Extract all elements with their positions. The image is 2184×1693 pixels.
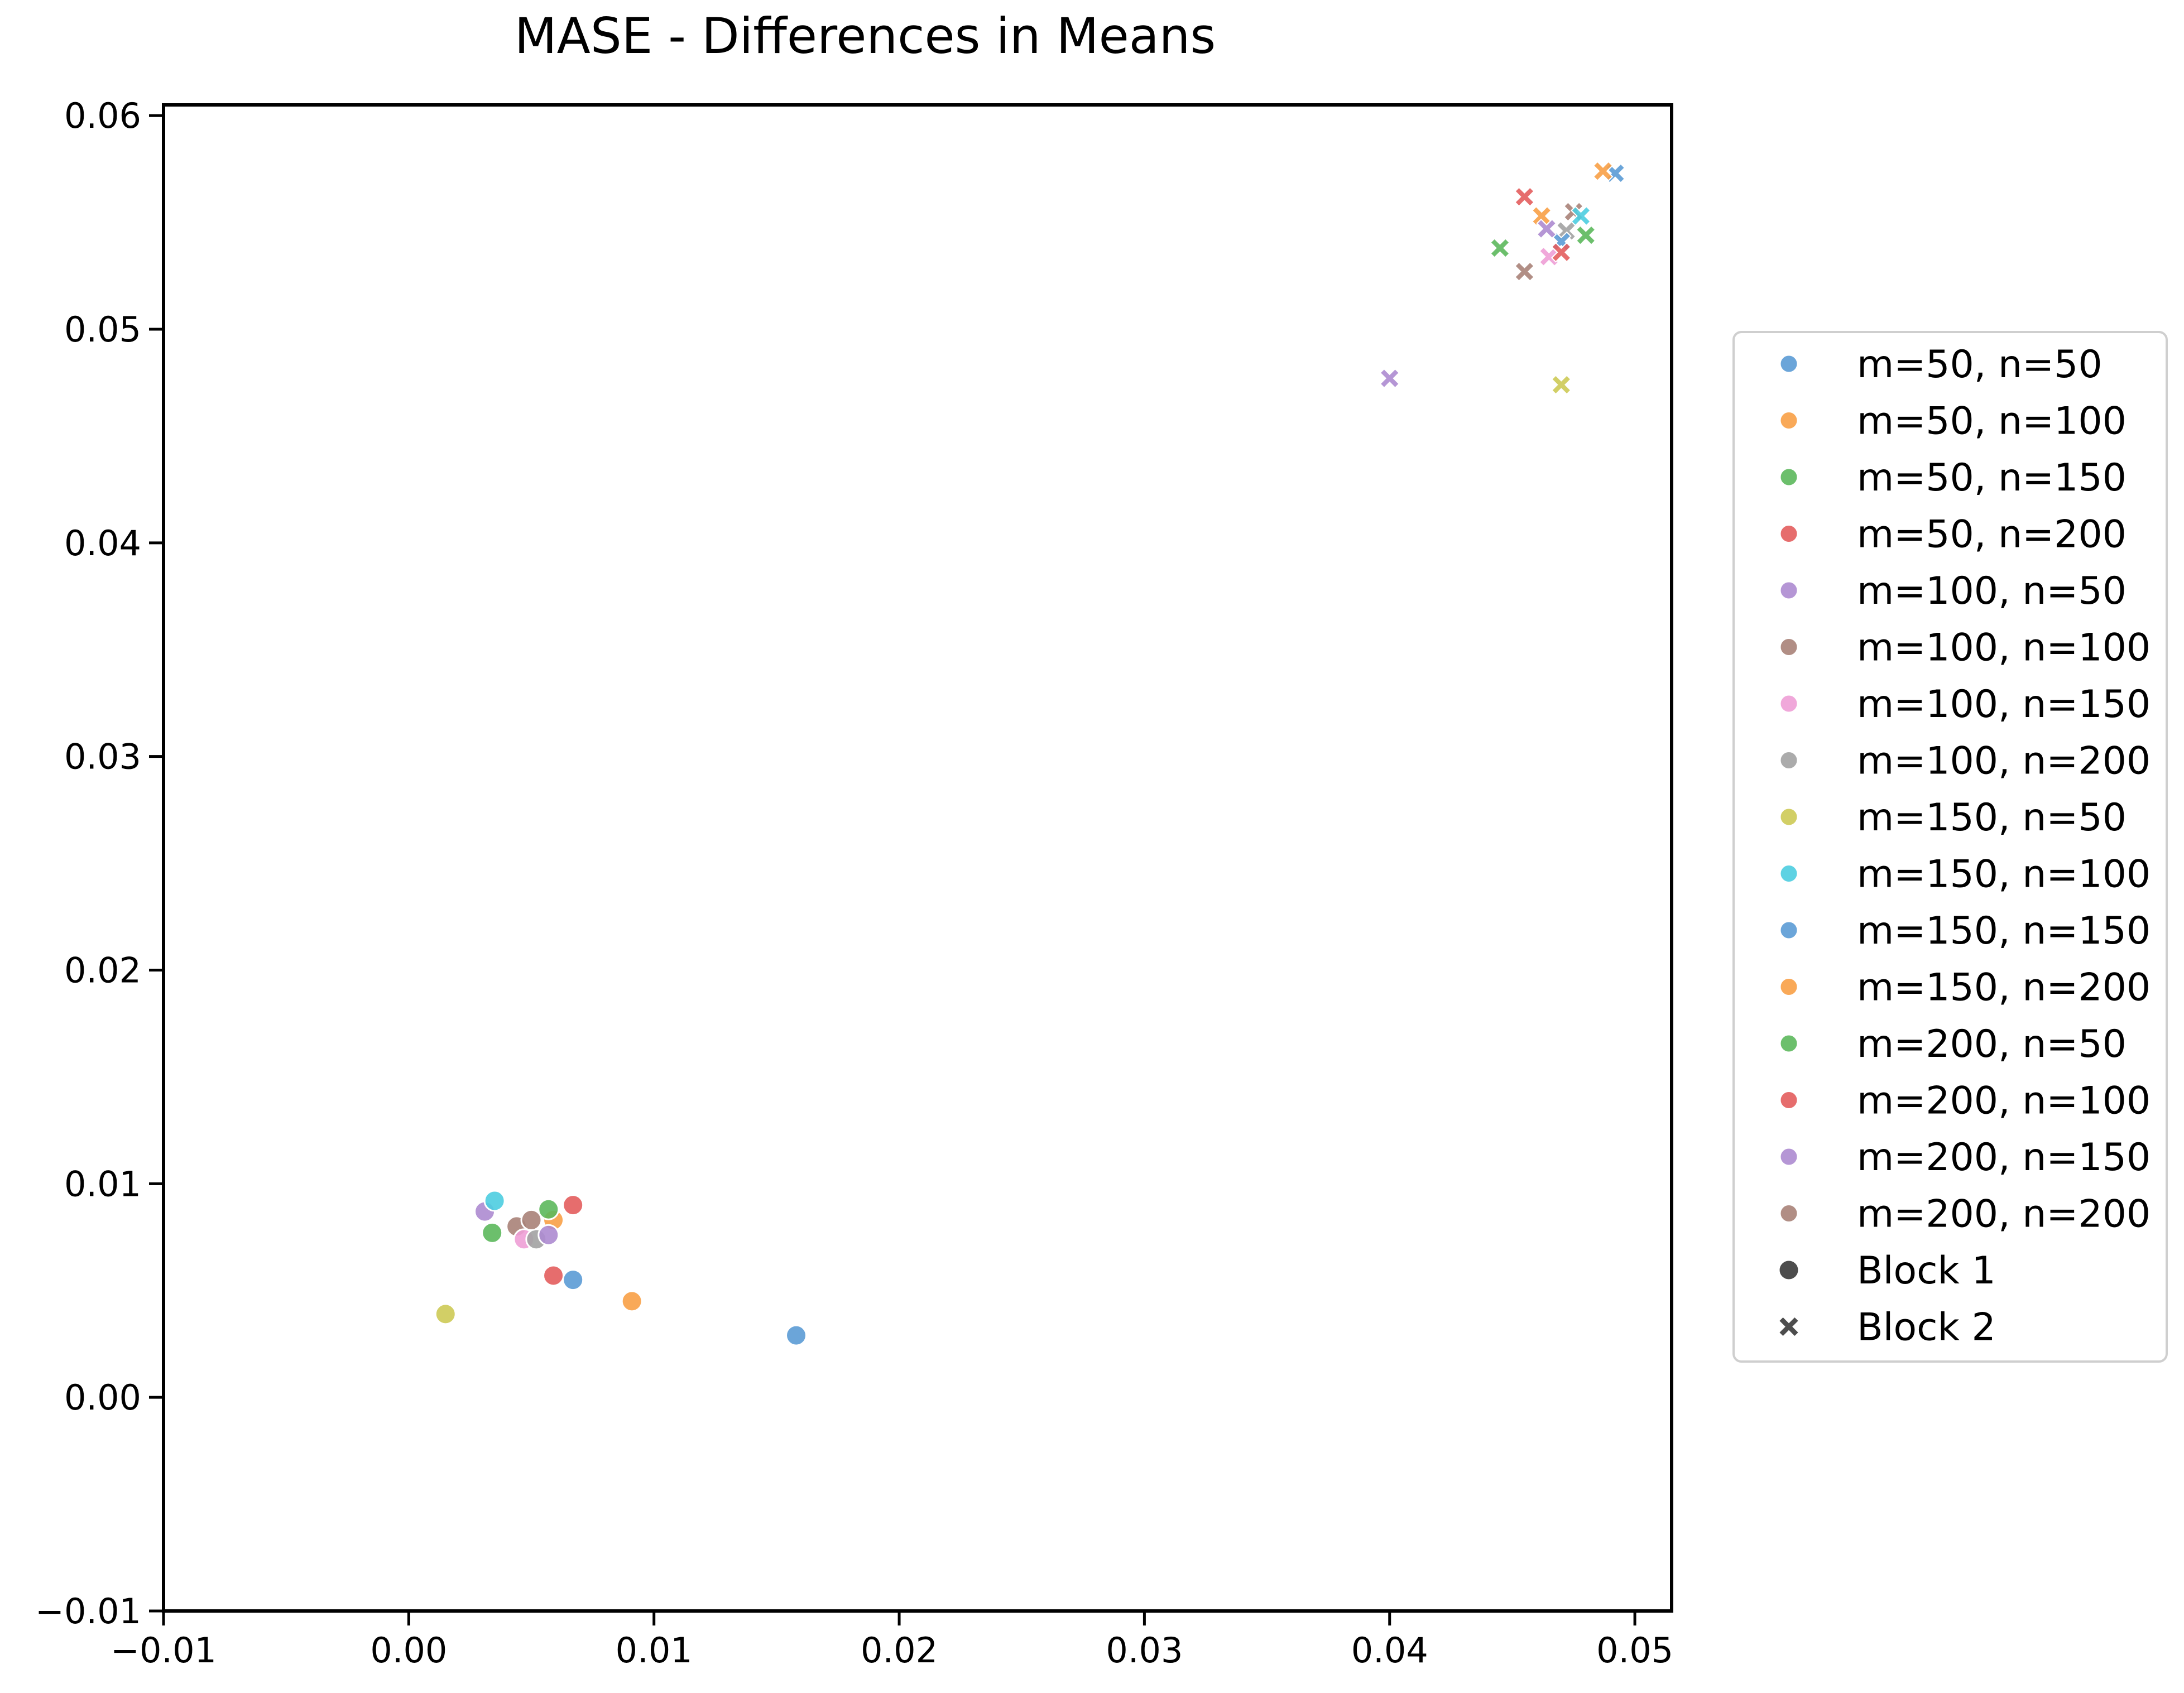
point-block2-series-4-shape	[1379, 368, 1400, 389]
legend-marker-3	[1779, 524, 1799, 544]
legend-marker-2	[1779, 467, 1799, 487]
legend-label-11: m=150, n=200	[1857, 966, 2151, 1010]
legend-marker-15	[1779, 1204, 1799, 1223]
y-tick-label: 0.06	[64, 95, 141, 136]
point-block2-series-9	[1571, 205, 1591, 227]
x-tick-label: 0.00	[370, 1630, 447, 1671]
legend-box	[1732, 331, 2168, 1363]
legend-marker-block2-shape	[1778, 1316, 1800, 1338]
point-block1-series-10	[562, 1269, 584, 1291]
legend-label-9: m=150, n=100	[1857, 853, 2151, 897]
legend-label-10: m=150, n=150	[1857, 909, 2151, 953]
legend: m=50, n=50 m=50, n=100 m=50, n=150 m=50, n=…	[1732, 331, 2168, 1363]
point-block2-series-8	[1551, 374, 1572, 395]
point-block2-series-1	[1592, 161, 1614, 182]
point-block2-series-13	[1551, 242, 1572, 263]
point-block2-series-12-shape	[1490, 238, 1510, 258]
legend-label-block-2: Block 2	[1857, 1306, 1996, 1350]
legend-marker-block1	[1778, 1259, 1800, 1281]
legend-label-8: m=150, n=50	[1857, 796, 2127, 840]
point-block2-series-3	[1514, 186, 1535, 208]
y-tick-label: 0.03	[64, 737, 141, 777]
legend-marker-0	[1779, 354, 1799, 374]
point-block2-series-4	[1379, 368, 1400, 389]
point-block2-series-14-shape	[1536, 218, 1557, 239]
y-tick-label: 0.01	[64, 1163, 141, 1204]
x-tick-label: −0.01	[111, 1630, 217, 1671]
plot-frame	[162, 103, 1673, 1613]
legend-label-5: m=100, n=100	[1857, 626, 2151, 670]
legend-label-7: m=100, n=200	[1857, 739, 2151, 783]
legend-label-1: m=50, n=100	[1857, 400, 2127, 444]
x-tick-label: 0.03	[1106, 1630, 1183, 1671]
point-block2-series-8-shape	[1551, 374, 1572, 395]
chart-title: MASE - Differences in Means	[515, 7, 1216, 65]
point-block2-series-15-shape	[1514, 261, 1535, 282]
point-block2-series-6	[1538, 246, 1559, 267]
point-block2-series-6-shape	[1538, 246, 1559, 267]
point-block1-series-15	[520, 1209, 543, 1231]
point-block2-series-13-shape	[1551, 242, 1572, 263]
y-tick-label: 0.02	[64, 950, 141, 990]
legend-marker-7	[1779, 751, 1799, 770]
y-tick-label: 0.04	[64, 523, 141, 564]
x-tick-label: 0.05	[1596, 1630, 1673, 1671]
legend-label-14: m=200, n=150	[1857, 1136, 2151, 1180]
point-block2-series-9-shape	[1571, 205, 1591, 227]
legend-marker-1	[1779, 411, 1799, 430]
point-block1-series-13	[543, 1264, 565, 1287]
point-block1-series-0	[785, 1324, 808, 1346]
legend-marker-12	[1779, 1033, 1799, 1054]
x-tick-label: 0.04	[1351, 1630, 1428, 1671]
legend-marker-11	[1779, 977, 1799, 997]
x-tick-label: 0.02	[861, 1630, 938, 1671]
point-block1-series-1	[621, 1290, 643, 1312]
legend-label-12: m=200, n=50	[1857, 1022, 2127, 1066]
point-block1-series-8	[434, 1303, 457, 1325]
point-block1-series-3	[562, 1194, 584, 1216]
legend-label-4: m=100, n=50	[1857, 569, 2127, 613]
legend-marker-5	[1779, 637, 1799, 657]
legend-marker-block2	[1778, 1316, 1800, 1338]
data-points	[434, 161, 1626, 1346]
legend-marker-8	[1779, 807, 1799, 827]
point-block1-series-9	[483, 1190, 506, 1212]
legend-label-block-1: Block 1	[1857, 1249, 1996, 1293]
legend-label-3: m=50, n=200	[1857, 513, 2127, 557]
point-block2-series-14	[1536, 218, 1557, 239]
point-block1-series-12	[537, 1198, 560, 1220]
point-block1-series-14	[537, 1224, 560, 1246]
point-block2-series-2-shape	[1575, 225, 1596, 246]
point-block2-series-3-shape	[1514, 186, 1535, 208]
legend-marker-6	[1779, 694, 1799, 714]
legend-label-6: m=100, n=150	[1857, 682, 2151, 727]
point-block2-series-12	[1490, 238, 1510, 258]
point-block2-series-15	[1514, 261, 1535, 282]
legend-marker-13	[1779, 1090, 1799, 1110]
y-tick-label: 0.00	[64, 1377, 141, 1418]
point-block2-series-1-shape	[1592, 161, 1614, 182]
x-tick-label: 0.01	[616, 1630, 693, 1671]
y-tick-label: −0.01	[35, 1591, 141, 1632]
legend-marker-10	[1779, 920, 1799, 940]
axes: −0.01 0.00 0.01 0.02 0.03 0.04 0.05 −0.01 0.00 0.…	[35, 95, 1673, 1671]
legend-marker-14	[1779, 1147, 1799, 1167]
legend-label-15: m=200, n=200	[1857, 1192, 2151, 1237]
legend-label-13: m=200, n=100	[1857, 1079, 2151, 1123]
point-block1-series-2	[481, 1221, 503, 1244]
legend-marker-4	[1779, 580, 1799, 600]
legend-marker-9	[1779, 864, 1799, 883]
y-tick-label: 0.05	[64, 309, 141, 350]
point-block2-series-2	[1575, 225, 1596, 246]
legend-label-0: m=50, n=50	[1857, 343, 2103, 387]
legend-label-2: m=50, n=150	[1857, 456, 2127, 500]
